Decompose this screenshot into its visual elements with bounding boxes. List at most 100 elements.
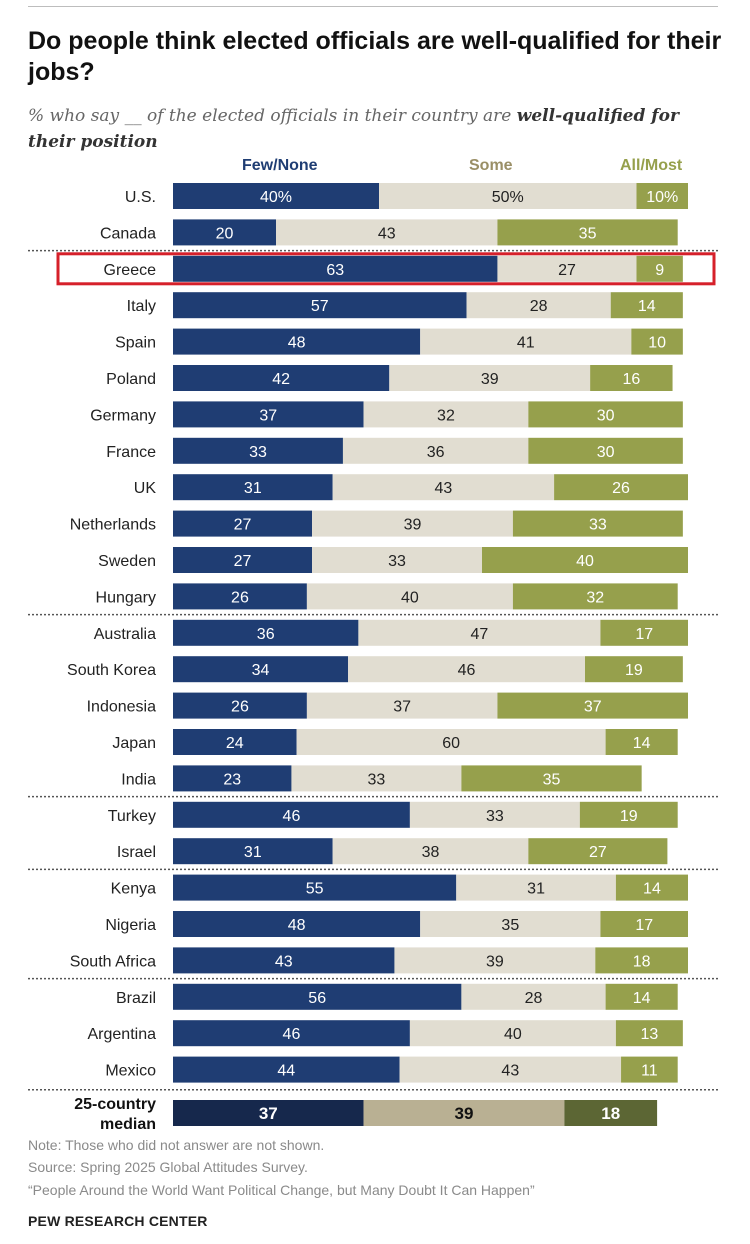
category-label-median-line-2: median	[100, 1116, 156, 1133]
legend-some: Some	[469, 157, 513, 174]
bar-brazil-all-most	[605, 983, 678, 1010]
value-label-kenya-few-none: 55	[306, 881, 324, 898]
category-label-sweden: Sweden	[98, 553, 156, 570]
value-label-japan-some: 60	[442, 735, 460, 752]
value-label-south-africa-some: 39	[486, 953, 504, 970]
bar-indonesia-some	[306, 692, 498, 719]
bar-israel-some	[332, 838, 529, 865]
value-label-canada-some: 43	[378, 225, 396, 242]
value-label-greece-some: 27	[558, 262, 576, 279]
value-label-25-country-median-few-none: 37	[259, 1104, 278, 1123]
category-label-poland: Poland	[106, 371, 156, 388]
value-label-nigeria-all-most: 17	[635, 917, 653, 934]
bar-spain-some	[420, 328, 632, 355]
bar-uk-all-most	[554, 474, 688, 501]
category-label-turkey: Turkey	[108, 808, 156, 825]
bar-u-s-few-none	[173, 183, 379, 209]
legend-all-most: All/Most	[620, 157, 683, 174]
category-label-nigeria: Nigeria	[105, 917, 156, 934]
legend-few-none: Few/None	[242, 157, 318, 174]
bar-canada-all-most	[497, 219, 678, 246]
value-label-australia-all-most: 17	[635, 626, 653, 643]
note-text: Note: Those who did not answer are not s…	[28, 1137, 325, 1153]
value-label-italy-few-none: 57	[311, 298, 329, 315]
bar-south-korea-few-none	[173, 656, 349, 683]
value-label-canada-few-none: 20	[216, 225, 234, 242]
bar-israel-few-none	[173, 838, 333, 865]
bar-netherlands-few-none	[173, 510, 313, 537]
value-label-japan-few-none: 24	[226, 735, 244, 752]
value-label-indonesia-some: 37	[393, 699, 411, 716]
value-label-25-country-median-some: 39	[455, 1104, 474, 1123]
category-label-spain: Spain	[115, 335, 156, 352]
bar-south-korea-all-most	[585, 656, 683, 683]
value-label-spain-few-none: 48	[288, 335, 306, 352]
category-label-brazil: Brazil	[116, 990, 156, 1007]
bar-australia-some	[358, 619, 601, 646]
value-label-turkey-some: 33	[486, 808, 504, 825]
value-label-uk-all-most: 26	[612, 480, 630, 497]
chart-title: Do people think elected officials are we…	[28, 27, 722, 86]
value-label-poland-some: 39	[481, 371, 499, 388]
value-label-spain-some: 41	[517, 335, 535, 352]
bar-uk-few-none	[173, 474, 333, 501]
category-label-hungary: Hungary	[96, 589, 156, 606]
subtitle-text: % who say __ of the elected officials in…	[28, 106, 517, 126]
bar-hungary-some	[306, 583, 513, 610]
value-label-mexico-all-most: 11	[641, 1063, 658, 1080]
bar-india-all-most	[461, 765, 642, 792]
value-label-south-korea-all-most: 19	[625, 662, 643, 679]
category-label-kenya: Kenya	[111, 881, 156, 898]
value-label-brazil-some: 28	[525, 990, 543, 1007]
bar-greece-few-none	[173, 255, 498, 282]
value-label-kenya-some: 31	[527, 881, 545, 898]
bar-argentina-all-most	[615, 1020, 683, 1047]
value-label-uk-few-none: 31	[244, 480, 262, 497]
value-label-indonesia-all-most: 37	[584, 699, 602, 716]
category-label-south-africa: South Africa	[70, 953, 156, 970]
value-label-sweden-all-most: 40	[576, 553, 594, 570]
value-label-italy-all-most: 14	[638, 298, 656, 315]
bar-kenya-few-none	[173, 874, 457, 901]
value-label-south-africa-few-none: 43	[275, 953, 293, 970]
bar-indonesia-all-most	[497, 692, 688, 719]
value-label-u-s-some: 50%	[492, 189, 524, 206]
bar-sweden-some	[312, 547, 482, 573]
bar-netherlands-all-most	[512, 510, 683, 537]
bar-italy-some	[466, 292, 611, 319]
value-label-u-s-all-most: 10%	[646, 189, 678, 206]
value-label-argentina-some: 40	[504, 1026, 522, 1043]
value-label-south-korea-some: 46	[458, 662, 476, 679]
value-label-turkey-few-none: 46	[283, 808, 301, 825]
bar-israel-all-most	[528, 838, 668, 865]
bar-nigeria-all-most	[600, 911, 688, 937]
value-label-netherlands-few-none: 27	[234, 517, 252, 534]
bar-japan-some	[296, 729, 606, 755]
bar-sweden-few-none	[173, 547, 313, 573]
bar-france-all-most	[528, 437, 683, 464]
bar-brazil-some	[461, 983, 606, 1010]
value-label-germany-some: 32	[437, 407, 455, 424]
bar-uk-some	[332, 474, 555, 501]
bar-australia-few-none	[173, 619, 359, 646]
value-label-italy-some: 28	[530, 298, 548, 315]
bar-italy-all-most	[610, 292, 683, 319]
bar-south-africa-some	[394, 947, 596, 974]
bar-25-country-median-some	[363, 1100, 565, 1126]
value-label-germany-all-most: 30	[597, 407, 615, 424]
value-label-canada-all-most: 35	[579, 225, 597, 242]
value-label-nigeria-some: 35	[501, 917, 519, 934]
value-label-poland-few-none: 42	[272, 371, 290, 388]
bar-germany-all-most	[528, 401, 683, 428]
value-label-india-all-most: 35	[543, 771, 561, 788]
value-label-france-some: 36	[427, 444, 445, 461]
value-label-turkey-all-most: 19	[620, 808, 638, 825]
bar-mexico-all-most	[621, 1056, 678, 1083]
category-label-greece: Greece	[104, 262, 157, 279]
subtitle-emphasis: well-qualified for their position	[28, 106, 679, 152]
bar-nigeria-few-none	[173, 911, 421, 937]
value-label-uk-some: 43	[434, 480, 452, 497]
bar-france-some	[342, 437, 529, 464]
bar-greece-all-most	[636, 255, 683, 282]
value-label-hungary-all-most: 32	[586, 589, 604, 606]
